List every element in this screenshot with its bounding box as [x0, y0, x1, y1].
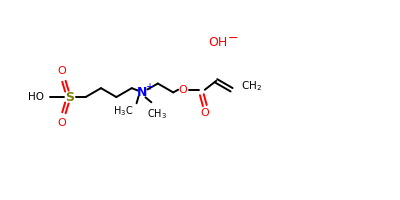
Text: N: N — [137, 86, 148, 99]
Text: OH: OH — [208, 36, 227, 49]
Text: −: − — [227, 32, 238, 45]
Text: O: O — [58, 118, 66, 128]
Text: CH$_3$: CH$_3$ — [147, 107, 167, 121]
Text: S: S — [65, 91, 74, 104]
Text: CH$_2$: CH$_2$ — [242, 79, 262, 93]
Text: HO: HO — [28, 92, 44, 102]
Text: +: + — [145, 82, 153, 92]
Text: O: O — [179, 85, 188, 95]
Text: O: O — [200, 108, 209, 118]
Text: H$_3$C: H$_3$C — [113, 104, 133, 118]
Text: O: O — [58, 66, 66, 76]
